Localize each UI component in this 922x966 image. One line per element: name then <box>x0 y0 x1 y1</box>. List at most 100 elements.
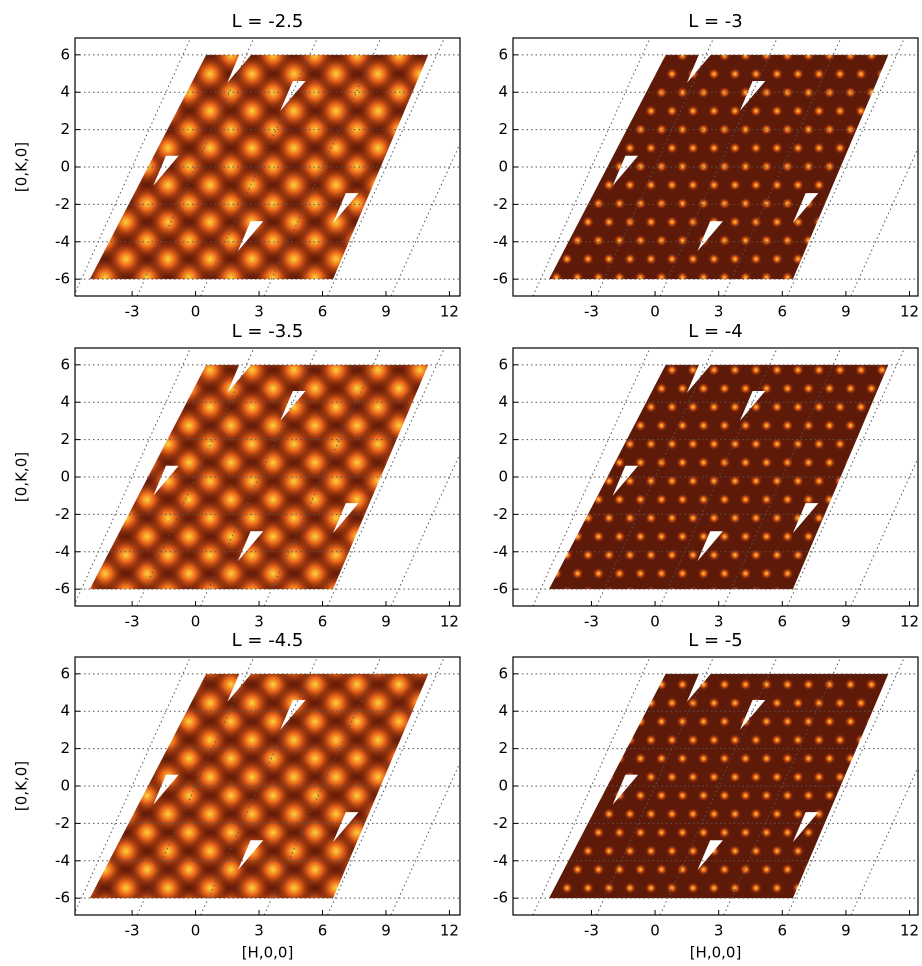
panel-title: L = -4 <box>688 321 743 342</box>
x-tick-label: -3 <box>125 922 140 940</box>
y-tick-label: -2 <box>55 814 70 832</box>
x-tick-label: 3 <box>254 922 264 940</box>
y-tick-label: 2 <box>498 120 508 138</box>
coverage-gap <box>697 221 723 252</box>
x-tick-label: 12 <box>440 613 459 631</box>
y-tick-label: -6 <box>55 580 70 598</box>
coverage-gap <box>792 812 819 843</box>
x-tick-label: 0 <box>650 613 660 631</box>
x-tick-label: 6 <box>318 303 328 321</box>
panel: -6 -4 -2 0 2 4 6 -3 0 3 6 9 12 L = -3 <box>493 11 919 321</box>
y-tick-label: -4 <box>55 542 70 560</box>
y-tick-label: 2 <box>498 430 508 448</box>
y-tick-label: 6 <box>498 355 508 373</box>
x-axis-label: [H,0,0] <box>242 944 294 962</box>
plot-area <box>513 348 918 606</box>
panel: -6 -4 -2 0 2 4 6 -3 0 3 6 9 12 L = -3.5 [0,K,0] <box>13 321 461 631</box>
coverage-gap <box>227 362 253 393</box>
y-tick-label: -4 <box>493 851 508 869</box>
x-tick-label: 3 <box>714 303 724 321</box>
coverage-gap <box>612 155 639 186</box>
panel: -6 -4 -2 0 2 4 6 -3 0 3 6 9 12 L = -2.5 [0,K,0] <box>13 11 461 321</box>
x-tick-label: 9 <box>381 613 391 631</box>
coverage-gap <box>333 812 359 843</box>
x-tick-label: 9 <box>841 303 851 321</box>
x-tick-label: 0 <box>191 303 201 321</box>
plot-area <box>75 657 460 915</box>
coverage-gap <box>612 465 639 496</box>
panel: -6 -4 -2 0 2 4 6 -3 0 3 6 9 12 L = -4 <box>493 321 919 631</box>
x-axis-label: [H,0,0] <box>690 944 742 962</box>
y-axis-label: [0,K,0] <box>13 142 31 192</box>
x-tick-label: 12 <box>440 303 459 321</box>
y-tick-label: 0 <box>498 158 508 176</box>
coverage-gap <box>237 840 264 871</box>
x-tick-label: 0 <box>650 303 660 321</box>
x-tick-label: 9 <box>841 613 851 631</box>
y-tick-label: -6 <box>55 889 70 907</box>
x-tick-label: 6 <box>778 303 788 321</box>
x-tick-label: 9 <box>381 303 391 321</box>
coverage-gap <box>333 503 359 534</box>
y-tick-label: 4 <box>60 393 70 411</box>
x-tick-label: -3 <box>125 303 140 321</box>
x-tick-label: -3 <box>584 922 599 940</box>
y-tick-label: -2 <box>55 505 70 523</box>
x-tick-label: 9 <box>381 922 391 940</box>
y-tick-label: 6 <box>498 664 508 682</box>
intensity-map <box>549 54 889 280</box>
coverage-gap <box>280 81 306 111</box>
coverage-gap <box>792 193 819 224</box>
y-tick-label: 6 <box>498 45 508 63</box>
panel-title: L = -3 <box>688 11 743 32</box>
coverage-gap <box>227 671 253 702</box>
x-tick-label: -3 <box>584 303 599 321</box>
y-tick-label: -2 <box>493 505 508 523</box>
coverage-gap <box>697 840 723 871</box>
y-tick-label: -4 <box>493 542 508 560</box>
y-tick-label: 4 <box>60 83 70 101</box>
y-tick-label: 0 <box>60 468 70 486</box>
y-tick-label: 6 <box>60 664 70 682</box>
y-tick-label: 2 <box>60 120 70 138</box>
y-tick-label: 4 <box>498 702 508 720</box>
x-tick-label: 3 <box>714 613 724 631</box>
intensity-map <box>89 673 429 899</box>
coverage-gap <box>612 774 639 805</box>
x-tick-label: 3 <box>254 303 264 321</box>
coverage-gap <box>697 531 723 562</box>
panel-title: L = -3.5 <box>232 321 304 342</box>
y-tick-label: 4 <box>498 83 508 101</box>
y-tick-label: 0 <box>498 468 508 486</box>
x-tick-label: 9 <box>841 922 851 940</box>
x-tick-label: 3 <box>714 922 724 940</box>
y-tick-label: -6 <box>493 270 508 288</box>
coverage-gap <box>280 700 306 730</box>
plot-area <box>513 38 918 296</box>
plot-area <box>75 348 460 606</box>
x-tick-label: 12 <box>900 922 919 940</box>
x-tick-label: 6 <box>318 922 328 940</box>
x-tick-label: 0 <box>191 922 201 940</box>
x-tick-label: 0 <box>191 613 201 631</box>
y-tick-label: -4 <box>55 851 70 869</box>
y-tick-label: 0 <box>498 777 508 795</box>
coverage-gap <box>739 81 766 111</box>
x-tick-label: 6 <box>778 922 788 940</box>
intensity-map <box>549 673 889 899</box>
panel-title: L = -5 <box>688 630 743 651</box>
coverage-gap <box>153 465 179 496</box>
y-tick-label: 0 <box>60 158 70 176</box>
intensity-map <box>89 364 429 590</box>
x-tick-label: -3 <box>584 613 599 631</box>
coverage-gap <box>686 671 713 702</box>
y-tick-label: -2 <box>493 814 508 832</box>
y-tick-label: -6 <box>493 889 508 907</box>
y-tick-label: 0 <box>60 777 70 795</box>
y-tick-label: -2 <box>493 195 508 213</box>
coverage-gap <box>739 700 766 730</box>
y-tick-label: 6 <box>60 45 70 63</box>
panel-title: L = -4.5 <box>232 630 304 651</box>
x-tick-label: 12 <box>900 303 919 321</box>
